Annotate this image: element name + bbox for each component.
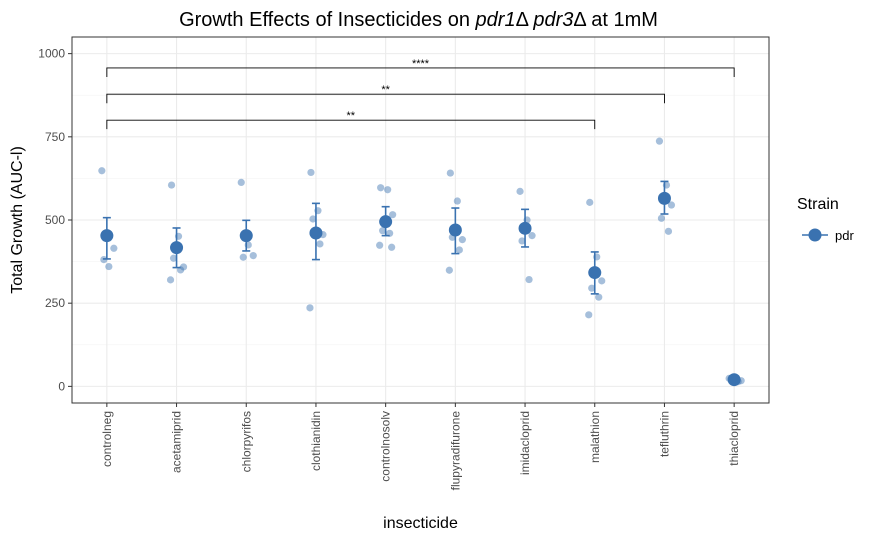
legend-label-pdr: pdr (835, 228, 854, 243)
legend-title: Strain (797, 196, 839, 213)
mean-point-flupyradifurone (448, 223, 462, 237)
replicate-point (388, 243, 396, 251)
replicate-point (237, 178, 245, 187)
replicate-point (98, 167, 106, 175)
x-tick-label-acetamiprid: acetamiprid (170, 411, 184, 473)
mean-point-controlneg (100, 229, 114, 243)
replicate-point (664, 227, 673, 235)
replicate-point (455, 246, 463, 254)
replicate-point (446, 169, 454, 177)
x-tick-label-controlnosolv: controlnosolv (379, 411, 393, 482)
replicate-point (655, 137, 664, 145)
replicate-point (518, 237, 526, 245)
y-axis-title: Total Growth (AUC-l) (9, 146, 26, 294)
x-tick-label-thiacloprid: thiacloprid (727, 411, 741, 466)
mean-point-chlorpyrifos (239, 229, 253, 243)
replicate-point (598, 277, 606, 285)
mean-point-thiacloprid (727, 373, 741, 387)
chart-title: Growth Effects of Insecticides on pdr1 Δ … (179, 9, 658, 31)
replicate-point (110, 244, 118, 252)
replicate-point (384, 186, 392, 194)
chart-title-part: pdr1 (475, 9, 516, 31)
x-tick-label-tefluthrin: tefluthrin (657, 411, 671, 457)
significance-label: ** (381, 84, 390, 96)
mean-point-clothianidin (309, 226, 323, 240)
replicate-point (379, 227, 387, 235)
y-tick-label: 0 (58, 379, 65, 393)
y-tick-label: 500 (45, 213, 65, 227)
x-tick-label-clothianidin: clothianidin (309, 411, 323, 471)
replicate-point (249, 252, 257, 260)
panel-border (71, 36, 770, 404)
replicate-point (586, 198, 594, 206)
replicate-point (179, 263, 188, 271)
replicate-point (657, 214, 666, 222)
replicate-point (306, 304, 314, 312)
replicate-point (316, 240, 324, 248)
x-axis-title: insecticide (383, 515, 458, 532)
replicate-point (516, 187, 524, 195)
replicate-point (667, 201, 676, 209)
significance-bracket (106, 93, 665, 104)
x-tick-label-malathion: malathion (588, 411, 602, 463)
mean-point-malathion (588, 266, 602, 280)
replicate-point (307, 168, 315, 177)
y-tick-label: 1000 (38, 47, 65, 61)
replicate-point (595, 293, 603, 301)
x-tick-label-chlorpyrifos: chlorpyrifos (239, 411, 253, 472)
replicate-point (453, 197, 461, 205)
replicate-point (309, 215, 317, 223)
mean-point-tefluthrin (657, 191, 671, 205)
legend: Strain pdr (797, 196, 854, 243)
replicate-point (105, 262, 113, 271)
replicate-point (528, 232, 536, 240)
significance-label: ** (347, 110, 356, 122)
mean-point-controlnosolv (379, 215, 393, 229)
chart-title-part: Δ at 1mM (573, 9, 658, 31)
chart-title-part: Growth Effects of Insecticides on (179, 9, 475, 31)
mean-point-acetamiprid (170, 241, 184, 255)
replicate-point (377, 184, 385, 192)
y-tick-label: 750 (45, 130, 65, 144)
chart-title-part: Δ (516, 9, 534, 31)
replicate-point (376, 241, 384, 249)
replicate-point (445, 266, 453, 274)
legend-key-point (808, 228, 822, 242)
replicate-point (239, 253, 247, 261)
replicate-point (167, 181, 176, 189)
replicate-point (525, 275, 533, 284)
y-tick-label: 250 (45, 296, 65, 310)
mean-point-imidacloprid (518, 221, 532, 235)
replicate-point (389, 211, 397, 219)
x-tick-label-controlneg: controlneg (100, 411, 114, 467)
chart-title-part: pdr3 (532, 9, 573, 31)
replicate-point (585, 311, 593, 319)
x-tick-label-imidacloprid: imidacloprid (518, 411, 532, 475)
significance-label: **** (412, 58, 430, 70)
replicate-point (166, 276, 175, 284)
significance-bracket (106, 67, 735, 77)
significance-bracket (106, 119, 596, 130)
replicate-point (588, 284, 596, 292)
x-tick-label-flupyradifurone: flupyradifurone (448, 411, 462, 491)
replicate-point (169, 254, 178, 262)
replicate-point (458, 236, 466, 244)
